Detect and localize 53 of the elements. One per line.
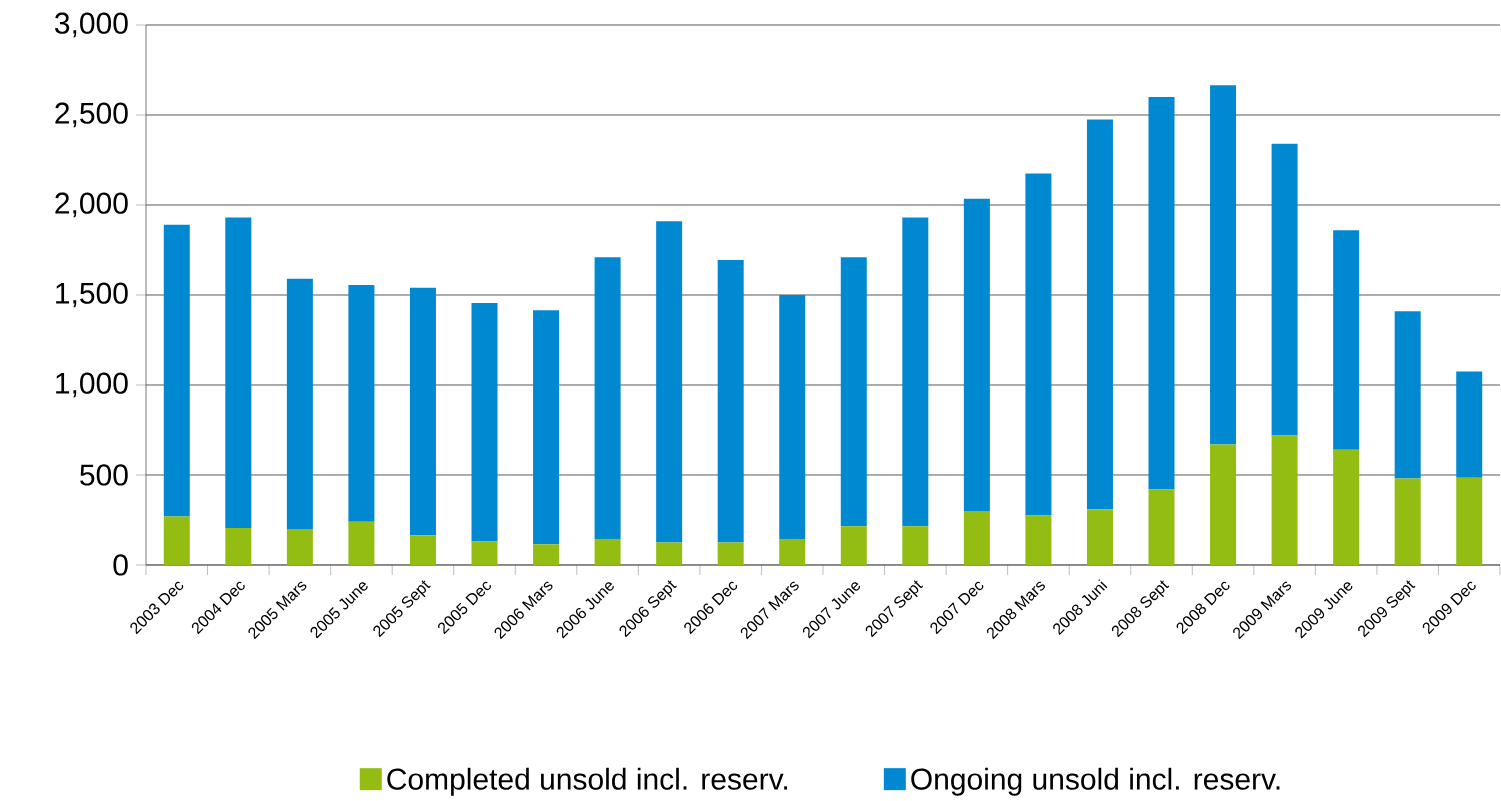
bar [1456, 371, 1483, 478]
bar [779, 539, 806, 566]
bar [225, 217, 252, 529]
bar [348, 285, 375, 523]
bar [1148, 97, 1175, 490]
bar [1210, 444, 1237, 566]
bar [409, 288, 436, 536]
bar [1456, 477, 1483, 566]
bar [533, 544, 560, 566]
bar [594, 539, 621, 566]
y-tick-label: 2,000 [55, 192, 128, 218]
bar [1025, 515, 1052, 566]
bar [471, 303, 498, 542]
bar [840, 526, 867, 566]
bar [1086, 119, 1113, 510]
bar [471, 541, 498, 566]
y-tick-label: 2,500 [55, 102, 128, 128]
bar [1333, 230, 1360, 451]
bar [348, 522, 375, 566]
bar [1333, 450, 1360, 566]
bar [286, 529, 313, 566]
bar [533, 310, 560, 545]
bar [779, 295, 806, 540]
bar [963, 198, 990, 512]
legend-label: Completed unsold incl. reserv. [387, 768, 788, 796]
bar [286, 279, 313, 530]
bar [1394, 311, 1421, 479]
bar [1148, 489, 1175, 566]
bar [656, 221, 683, 543]
bar [717, 542, 744, 566]
bar [1086, 509, 1113, 566]
bar [225, 528, 252, 566]
legend-label: Ongoing unsold incl. reserv. [911, 768, 1280, 796]
bar [1271, 144, 1298, 436]
y-tick-label: 1,000 [56, 372, 128, 398]
y-tick-label: 0 [113, 554, 128, 576]
bar [1394, 478, 1421, 566]
bar [656, 542, 683, 566]
bar [1271, 435, 1298, 566]
bar [1210, 85, 1237, 445]
bar [717, 260, 744, 543]
bar [840, 257, 867, 527]
y-tick-label: 3,000 [55, 12, 128, 38]
bar [1025, 173, 1052, 516]
y-tick-label: 1,500 [56, 282, 128, 308]
bar [902, 217, 929, 527]
y-tick-label: 500 [80, 464, 128, 486]
bar [409, 535, 436, 566]
bar [963, 511, 990, 566]
bar [902, 526, 929, 566]
bar [594, 257, 621, 540]
bar [163, 225, 190, 517]
bar [163, 516, 190, 566]
